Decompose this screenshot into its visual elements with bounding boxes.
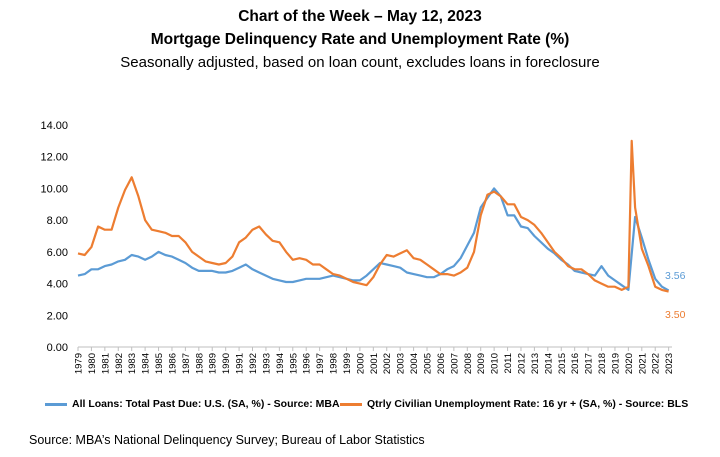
x-tick-label: 1998 <box>329 353 340 374</box>
x-tick-label: 1980 <box>87 353 98 374</box>
legend-swatch-delinquency <box>45 402 67 406</box>
x-tick-label: 1981 <box>100 353 111 374</box>
x-tick-label: 1985 <box>154 353 165 374</box>
x-tick-label: 2004 <box>409 353 420 374</box>
x-tick-label: 1991 <box>235 353 246 374</box>
x-tick-label: 2015 <box>557 353 568 374</box>
x-tick-label: 2020 <box>624 353 635 374</box>
x-tick-label: 2022 <box>651 353 662 374</box>
legend-label-delinquency: All Loans: Total Past Due: U.S. (SA, %) … <box>72 398 340 410</box>
series-line-unemployment <box>77 139 669 293</box>
legend-label-unemployment: Qtrly Civilian Unemployment Rate: 16 yr … <box>367 398 689 410</box>
x-tick-label: 2023 <box>664 353 675 374</box>
x-tick-label: 1997 <box>315 353 326 374</box>
x-tick-label: 1979 <box>74 353 85 374</box>
x-tick-label: 1986 <box>167 353 178 374</box>
chart-subtitle: Seasonally adjusted, based on loan count… <box>120 54 600 71</box>
y-tick-label: 6.00 <box>47 247 68 259</box>
x-tick-label: 2006 <box>436 353 447 374</box>
x-tick-label: 2018 <box>597 353 608 374</box>
y-tick-label: 8.00 <box>47 215 68 227</box>
x-tick-label: 2003 <box>396 353 407 374</box>
chart-title-line2: Mortgage Delinquency Rate and Unemployme… <box>150 31 570 48</box>
x-tick-label: 2019 <box>610 353 621 374</box>
x-tick-label: 1992 <box>248 353 259 374</box>
x-tick-label: 2010 <box>490 353 501 374</box>
y-tick-label: 4.00 <box>47 279 68 291</box>
x-tick-label: 2002 <box>382 353 393 374</box>
x-tick-label: 2021 <box>637 353 648 374</box>
x-tick-label: 1999 <box>342 353 353 374</box>
x-tick-label: 1988 <box>194 353 205 374</box>
x-tick-label: 2000 <box>355 353 366 374</box>
x-tick-label: 2014 <box>543 353 554 374</box>
x-tick-label: 1994 <box>275 353 286 374</box>
x-tick-label: 2005 <box>423 353 434 374</box>
y-tick-label: 10.00 <box>40 183 68 195</box>
x-tick-label: 2008 <box>463 353 474 374</box>
x-tick-label: 2011 <box>503 353 514 373</box>
x-tick-label: 1996 <box>302 353 313 374</box>
x-tick-label: 1990 <box>221 353 232 374</box>
end-label-delinquency: 3.56 <box>665 270 686 282</box>
x-tick-label: 1995 <box>288 353 299 374</box>
x-tick-label: 2013 <box>530 353 541 374</box>
y-tick-label: 0.00 <box>47 342 68 354</box>
y-tick-label: 2.00 <box>47 310 68 322</box>
x-tick-label: 2016 <box>570 353 581 374</box>
source-note: Source: MBA’s National Delinquency Surve… <box>29 433 425 447</box>
x-tick-label: 1993 <box>261 353 272 374</box>
x-tick-label: 2017 <box>584 353 595 374</box>
end-label-unemployment: 3.50 <box>665 309 686 321</box>
legend-item-delinquency: All Loans: Total Past Due: U.S. (SA, %) … <box>45 398 340 410</box>
legend-swatch-unemployment <box>340 402 362 406</box>
x-tick-label: 2009 <box>476 353 487 374</box>
y-tick-label: 12.00 <box>40 152 68 164</box>
x-tick-label: 1984 <box>141 353 152 374</box>
x-tick-label: 2001 <box>369 353 380 374</box>
x-tick-label: 1982 <box>114 353 125 374</box>
x-tick-label: 1983 <box>127 353 138 374</box>
legend-item-unemployment: Qtrly Civilian Unemployment Rate: 16 yr … <box>340 398 688 410</box>
x-tick-label: 2012 <box>516 353 527 374</box>
y-tick-label: 14.00 <box>40 120 68 132</box>
x-tick-label: 1987 <box>181 353 192 374</box>
x-tick-label: 2007 <box>449 353 460 374</box>
chart-title: Chart of the Week – May 12, 2023 <box>238 8 482 25</box>
x-tick-label: 1989 <box>208 353 219 374</box>
